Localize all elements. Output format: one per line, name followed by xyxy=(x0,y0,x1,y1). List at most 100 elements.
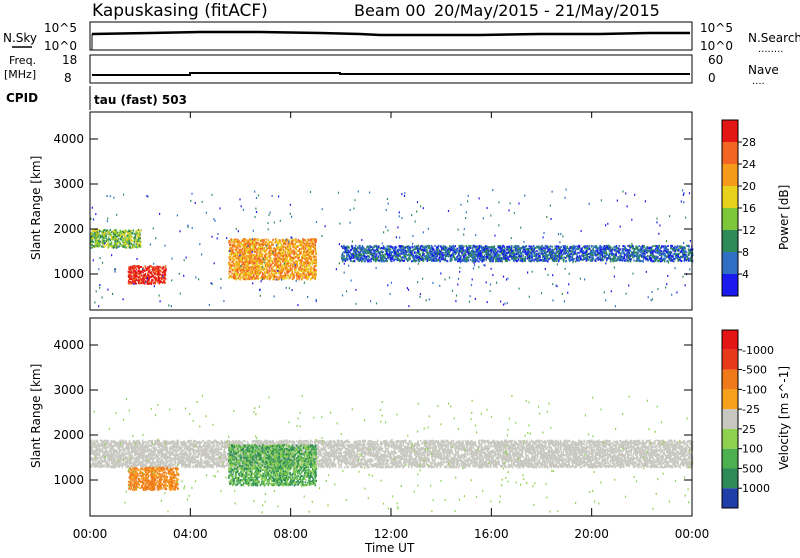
data-cell xyxy=(135,238,138,241)
data-cell xyxy=(283,271,286,274)
data-cell xyxy=(436,251,438,254)
data-cell xyxy=(369,247,371,250)
data-cell xyxy=(259,270,262,273)
data-cell xyxy=(632,256,634,259)
data-cell xyxy=(164,282,166,285)
data-cell xyxy=(609,260,612,263)
data-cell xyxy=(394,254,396,257)
data-cell xyxy=(265,238,267,241)
data-cell xyxy=(137,239,140,242)
data-cell xyxy=(99,240,101,243)
data-cell xyxy=(258,257,261,260)
data-cell xyxy=(504,247,506,250)
data-cell xyxy=(600,253,602,256)
data-cell xyxy=(277,252,279,255)
data-cell xyxy=(307,257,309,260)
data-cell xyxy=(380,256,383,259)
data-cell xyxy=(310,249,312,251)
data-cell xyxy=(135,241,137,244)
data-cell xyxy=(663,260,666,263)
data-cell xyxy=(133,238,136,241)
data-cell xyxy=(279,263,282,266)
data-cell xyxy=(314,273,316,276)
data-cell xyxy=(305,268,308,271)
data-cell xyxy=(449,253,451,256)
data-cell xyxy=(228,241,230,244)
data-cell xyxy=(248,248,250,250)
data-cell xyxy=(284,259,286,261)
data-cell xyxy=(307,245,309,248)
data-cell xyxy=(295,271,297,274)
data-cell xyxy=(301,256,303,259)
data-cell xyxy=(266,252,268,255)
data-cell xyxy=(288,251,290,254)
data-cell xyxy=(271,270,273,273)
data-cell xyxy=(370,246,372,248)
data-cell xyxy=(148,270,151,273)
data-cell xyxy=(133,270,135,273)
data-cell xyxy=(451,254,453,257)
data-cell xyxy=(469,247,471,249)
data-cell xyxy=(470,255,473,258)
data-cell xyxy=(539,254,541,257)
data-cell xyxy=(483,254,486,257)
data-cell xyxy=(630,258,633,261)
data-cell xyxy=(631,251,634,254)
data-cell xyxy=(294,266,297,269)
data-cell xyxy=(231,264,234,267)
data-cell xyxy=(578,257,580,260)
data-cell xyxy=(264,275,267,278)
data-cell xyxy=(540,246,543,249)
data-cell xyxy=(394,258,396,261)
data-cell xyxy=(631,253,634,256)
data-cell xyxy=(688,259,690,262)
data-cell xyxy=(248,253,251,255)
data-cell xyxy=(653,260,656,263)
data-cell xyxy=(601,245,603,248)
data-cell xyxy=(153,268,155,271)
data-cell xyxy=(296,250,299,253)
data-cell xyxy=(686,259,688,262)
data-cell xyxy=(422,250,425,253)
data-cell xyxy=(530,253,532,256)
data-cell xyxy=(292,249,295,252)
data-cell xyxy=(377,259,380,262)
data-cell xyxy=(660,246,662,249)
data-cell xyxy=(424,255,426,258)
data-cell xyxy=(358,253,360,256)
data-cell xyxy=(311,263,313,266)
data-cell xyxy=(543,252,546,255)
data-cell xyxy=(293,274,295,277)
data-cell xyxy=(163,279,165,282)
data-cell xyxy=(517,245,519,248)
data-cell xyxy=(147,283,149,285)
data-cell xyxy=(682,254,684,257)
data-cell xyxy=(473,250,475,253)
data-cell xyxy=(483,259,485,262)
data-cell xyxy=(244,271,246,274)
data-cell xyxy=(254,270,256,273)
data-cell xyxy=(238,257,240,260)
data-cell xyxy=(244,247,247,250)
data-cell xyxy=(157,279,159,282)
data-cell xyxy=(139,240,141,243)
data-cell xyxy=(361,259,364,262)
data-cell xyxy=(247,269,250,272)
data-cell xyxy=(557,260,560,263)
data-cell xyxy=(156,268,159,271)
data-cell xyxy=(259,265,261,268)
data-cell xyxy=(484,251,486,253)
data-cell xyxy=(155,269,157,272)
data-cell xyxy=(138,244,141,247)
data-cell xyxy=(608,245,610,248)
data-cell xyxy=(93,229,95,232)
data-cell xyxy=(254,256,256,259)
data-cell xyxy=(518,247,521,250)
data-cell xyxy=(292,273,294,276)
data-cell xyxy=(314,238,316,241)
data-cell xyxy=(312,242,314,245)
data-cell xyxy=(233,265,235,268)
data-cell xyxy=(142,280,145,283)
data-cell xyxy=(252,276,254,279)
